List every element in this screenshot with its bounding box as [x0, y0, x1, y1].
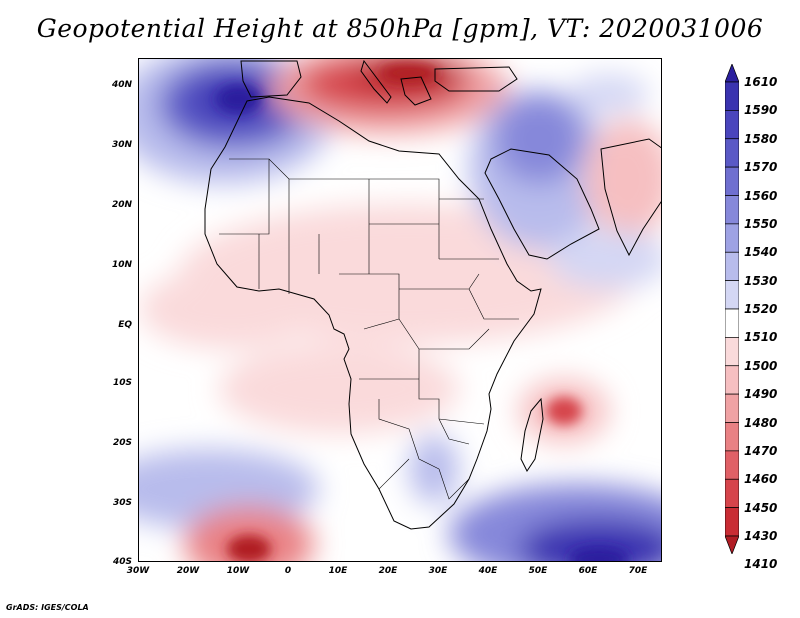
iberia-outline: [240, 60, 302, 98]
colorbar-segment: [725, 337, 739, 367]
lat-label-40s: 40S: [112, 557, 132, 567]
lon-label-0: 0: [284, 566, 292, 576]
lon-label-30w: 30W: [126, 566, 150, 576]
colorbar-label: 1470: [744, 443, 778, 458]
colorbar-segment: [725, 195, 739, 225]
colorbar-segment: [725, 223, 739, 253]
lon-label-10w: 10W: [226, 566, 250, 576]
colorbar-segment: [725, 138, 739, 168]
lat-label-10n: 10N: [111, 260, 132, 270]
lon-label-20e: 20E: [378, 566, 398, 576]
colorbar-segment: [725, 251, 739, 281]
colorbar-label: 1460: [744, 472, 778, 487]
borders: [219, 158, 519, 500]
colorbar: [725, 64, 739, 554]
colorbar-label: 1500: [744, 358, 778, 373]
colorbar-segment: [725, 507, 739, 537]
colorbar-bottom-triangle: [725, 535, 739, 554]
colorbar-segment: [725, 81, 739, 111]
lat-label-eq: EQ: [118, 320, 132, 330]
arabia-outline: [484, 148, 600, 260]
colorbar-label: 1550: [744, 216, 778, 231]
colorbar-segment: [725, 450, 739, 480]
colorbar-label: 1410: [744, 557, 778, 572]
colorbar-segment: [725, 422, 739, 452]
chart-title: Geopotential Height at 850hPa [gpm], VT:…: [36, 14, 764, 43]
colorbar-segment: [725, 478, 739, 508]
colorbar-label: 1590: [744, 103, 778, 118]
colorbar-segment: [725, 365, 739, 395]
lat-label-10s: 10S: [112, 378, 132, 388]
madagascar-outline: [520, 397, 544, 472]
colorbar-segment: [725, 308, 739, 338]
colorbar-label: 1540: [744, 245, 778, 260]
colorbar-segment: [725, 280, 739, 310]
colorbar-label: 1490: [744, 387, 778, 402]
colorbar-segment: [725, 393, 739, 423]
colorbar-label: 1450: [744, 500, 778, 515]
india-outline: [600, 138, 661, 257]
lon-label-40e: 40E: [478, 566, 498, 576]
map-panel: [138, 58, 662, 562]
height-field-cores: [217, 63, 629, 561]
colorbar-label: 1560: [744, 188, 778, 203]
footer-credit: GrADS: IGES/COLA: [6, 603, 89, 612]
colorbar-label: 1530: [744, 273, 778, 288]
africa-coastline: [204, 96, 542, 530]
colorbar-segment: [725, 166, 739, 196]
lat-label-30n: 30N: [111, 140, 132, 150]
map-svg: [139, 59, 661, 561]
colorbar-label: 1430: [744, 529, 778, 543]
lon-label-10e: 10E: [328, 566, 348, 576]
lat-label-30s: 30S: [112, 498, 132, 508]
lat-label-20s: 20S: [112, 438, 132, 448]
turkey-outline: [434, 66, 518, 92]
lon-label-70e: 70E: [628, 566, 648, 576]
lon-label-30e: 30E: [428, 566, 448, 576]
colorbar-label: 1580: [744, 131, 778, 146]
colorbar-label: 1510: [744, 330, 778, 345]
colorbar-top-triangle: [725, 64, 739, 83]
lat-label-40n: 40N: [111, 80, 132, 90]
lon-label-60e: 60E: [578, 566, 598, 576]
lat-label-20n: 20N: [111, 200, 132, 210]
lon-label-50e: 50E: [528, 566, 548, 576]
colorbar-label: 1480: [744, 415, 778, 430]
colorbar-label: 1610: [744, 75, 778, 89]
colorbar-segment: [725, 110, 739, 140]
italy-greece-outline: [360, 59, 432, 106]
lon-label-20w: 20W: [176, 566, 200, 576]
height-field: [139, 59, 661, 561]
colorbar-label: 1570: [744, 160, 778, 175]
coastlines: [204, 59, 661, 530]
colorbar-label: 1520: [744, 302, 778, 316]
